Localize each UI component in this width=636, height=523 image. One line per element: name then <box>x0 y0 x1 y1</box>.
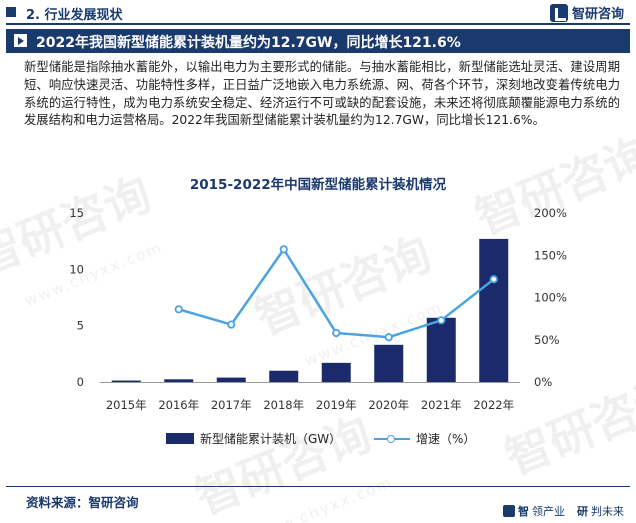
footer-brand-char1: 智 <box>518 505 529 518</box>
brand-logo-icon <box>549 3 568 22</box>
x-tick-label: 2021年 <box>421 398 462 412</box>
y-left-tick-label: 10 <box>69 262 84 276</box>
legend-bar-swatch <box>166 433 194 444</box>
growth-point <box>227 320 236 329</box>
legend-item-bar: 新型储能累计装机（GW） <box>166 430 341 447</box>
x-tick-label: 2020年 <box>368 398 409 412</box>
footer-brand-slogan1: 领产业 <box>532 505 565 518</box>
brand-name: 智研咨询 <box>571 7 624 22</box>
x-tick-label: 2015年 <box>106 398 147 412</box>
growth-point <box>489 275 498 284</box>
y-right-tick-label: 150% <box>534 248 567 262</box>
source-note: 资料来源：智研咨询 <box>26 495 139 510</box>
footer-logo-icon <box>503 505 515 517</box>
y-left-tick-label: 5 <box>77 319 84 333</box>
growth-point <box>437 316 446 325</box>
bar <box>479 238 509 382</box>
y-left-tick-label: 15 <box>69 206 84 220</box>
bar <box>164 379 194 382</box>
chart-legend: 新型储能累计装机（GW） 增速（%） <box>0 428 636 448</box>
x-tick-label: 2018年 <box>263 398 304 412</box>
y-left-tick-label: 0 <box>77 375 84 389</box>
legend-item-line: 增速（%） <box>374 430 475 447</box>
header-divider <box>6 23 630 25</box>
bar <box>321 362 351 382</box>
footer-brand-slogan2: 判未来 <box>591 505 624 518</box>
bar <box>216 377 246 382</box>
bar <box>111 380 141 382</box>
headline-banner: 2022年我国新型储能累计装机量约为12.7GW，同比增长121.6% <box>6 29 630 53</box>
x-tick-label: 2019年 <box>316 398 357 412</box>
headline-text: 2022年我国新型储能累计装机量约为12.7GW，同比增长121.6% <box>36 35 461 51</box>
chart-title: 2015-2022年中国新型储能累计装机情况 <box>189 177 447 193</box>
footer-brand-char2: 研 <box>577 505 588 518</box>
play-marker-icon <box>14 34 27 47</box>
y-right-tick-label: 100% <box>534 291 567 305</box>
y-right-tick-label: 50% <box>534 333 560 347</box>
section-header: 2. 行业发展现状 智研咨询 <box>0 0 636 26</box>
bar <box>374 344 404 382</box>
legend-line-swatch <box>374 433 410 445</box>
bar <box>426 317 456 382</box>
growth-point <box>332 328 341 338</box>
growth-point <box>174 305 183 314</box>
intro-paragraph: 新型储能是指除抽水蓄能外，以输出电力为主要形式的储能。与抽水蓄能相比，新型储能选… <box>24 60 620 128</box>
section-marker-icon <box>6 7 16 17</box>
bar <box>269 370 299 382</box>
footer-divider <box>6 486 630 487</box>
x-tick-label: 2022年 <box>473 398 514 412</box>
brand-logo: 智研咨询 <box>549 3 624 22</box>
watermark-url: www.chyxx.com <box>251 473 396 523</box>
footer-brand: 智 领产业 研 判未来 <box>503 503 624 519</box>
y-right-tick-label: 0% <box>534 375 552 389</box>
legend-label-bar: 新型储能累计装机（GW） <box>200 432 342 446</box>
growth-point <box>384 333 393 342</box>
x-tick-label: 2016年 <box>158 398 199 412</box>
y-right-tick-label: 200% <box>534 206 567 220</box>
legend-label-line: 增速（%） <box>416 432 476 446</box>
x-tick-label: 2017年 <box>211 398 252 412</box>
section-title: 2. 行业发展现状 <box>26 8 123 23</box>
growth-point <box>279 245 288 254</box>
